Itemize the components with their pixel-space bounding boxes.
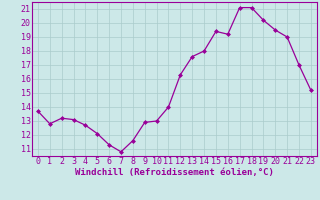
X-axis label: Windchill (Refroidissement éolien,°C): Windchill (Refroidissement éolien,°C) [75,168,274,177]
